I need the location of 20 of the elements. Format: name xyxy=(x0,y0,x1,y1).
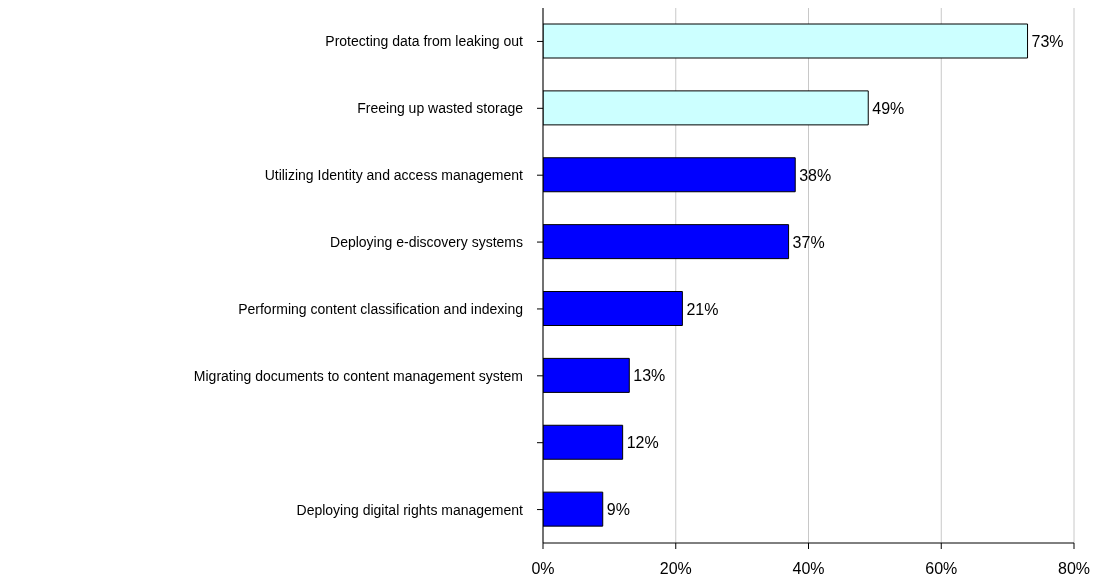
x-tick-label: 60% xyxy=(925,560,958,578)
data-label: 73% xyxy=(1031,33,1064,50)
y-tick-label: Freeing up wasted storage xyxy=(357,100,524,117)
x-tick-label: 40% xyxy=(792,560,825,578)
x-tick-label: 20% xyxy=(659,560,692,578)
y-tick-label: Performing content classification and indexing xyxy=(238,300,523,317)
y-tick-label: Migrating documents to content management system xyxy=(193,367,523,384)
x-tick-label: 0% xyxy=(531,560,555,578)
data-label: 21% xyxy=(686,300,719,318)
data-label: 38% xyxy=(799,166,832,184)
data-label: 37% xyxy=(792,233,825,251)
data-label: 12% xyxy=(626,434,659,452)
y-tick-label: Deploying e-discovery systems xyxy=(330,234,523,251)
data-label: 13% xyxy=(633,367,666,385)
x-tick-label: 80% xyxy=(1057,560,1091,578)
y-tick-label: Utilizing Identity and access management xyxy=(264,167,524,184)
y-tick-label: Protecting data from leaking out xyxy=(325,33,524,50)
data-label: 9% xyxy=(606,501,630,519)
y-tick-label: Deploying digital rights management xyxy=(296,501,524,518)
data-label: 49% xyxy=(872,99,905,117)
